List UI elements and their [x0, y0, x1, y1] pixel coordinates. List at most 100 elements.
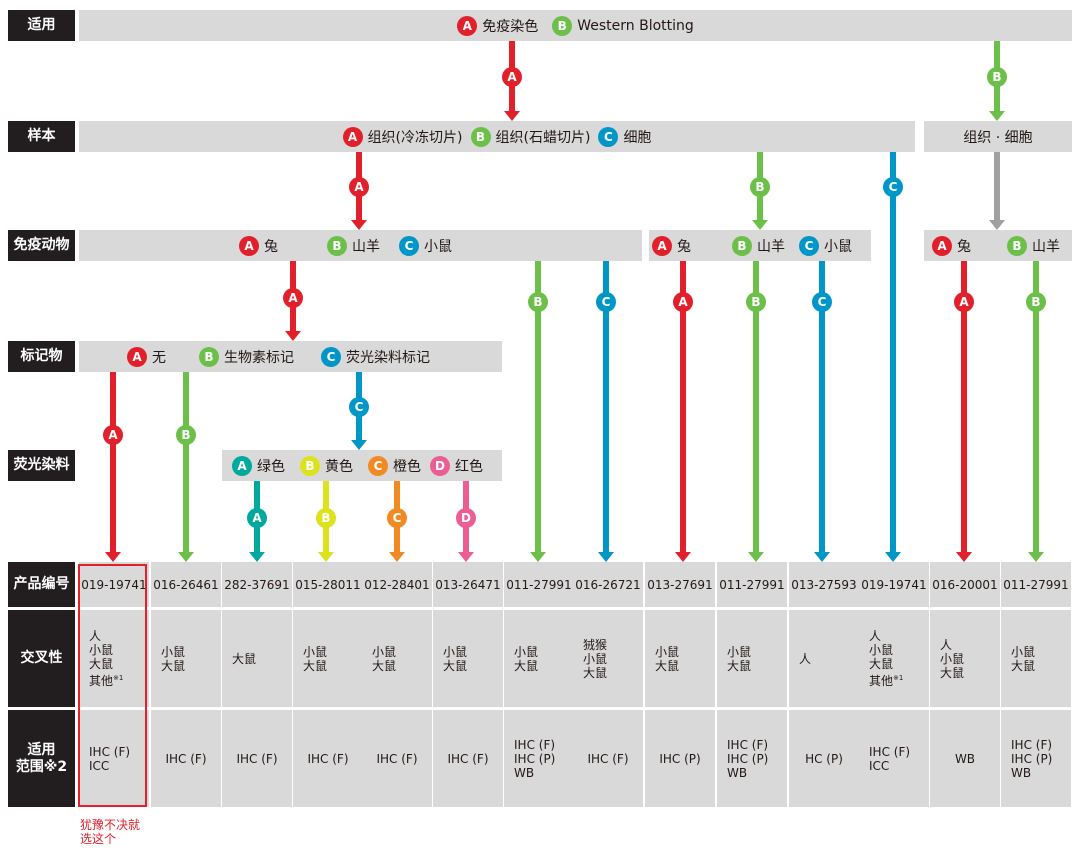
option-label: 小鼠 [424, 238, 452, 255]
flow-arrow-line [819, 261, 825, 554]
cross-reactivity-text: 小鼠 大鼠 [161, 644, 186, 673]
badge-a-icon: A [247, 508, 267, 528]
application-range-text: IHC (F) IHC (P) WB [514, 737, 556, 780]
applicable-bar: A 免疫染色 B Western Blotting [79, 10, 1072, 41]
application-range-cell: IHC (F) [293, 710, 363, 807]
cross-reactivity-text: 小鼠 大鼠 [303, 644, 328, 673]
application-range-text: IHC (F) IHC (P) WB [727, 737, 769, 780]
product-code: 011-27991 [504, 562, 574, 607]
application-range-cell: IHC (F) IHC (P) WB [504, 710, 574, 807]
application-range-text: IHC (P) [659, 751, 701, 766]
arrow-head-icon [105, 552, 121, 562]
badge-b-icon: B [732, 235, 752, 256]
sample-option-a: A 组织(冷冻切片) [342, 126, 463, 147]
sample-option-c: C 细胞 [598, 126, 652, 147]
row-label-product: 产品编号 [8, 562, 75, 607]
row-label-marker: 标记物 [8, 341, 75, 372]
badge-a-icon: A [457, 15, 478, 36]
option-label: 红色 [455, 458, 483, 475]
cross-reactivity-text: 小鼠 大鼠 [372, 644, 397, 673]
badge-a-icon: A [932, 235, 952, 256]
option-label: 细胞 [623, 129, 652, 146]
option-label: 兔 [957, 238, 971, 255]
badge-a-icon: A [103, 425, 123, 445]
badge-d-icon: D [456, 508, 476, 528]
cross-reactivity-cell: 小鼠 大鼠 [717, 610, 787, 707]
badge-b-icon: B [750, 177, 770, 197]
row-label-cross: 交叉性 [8, 610, 75, 707]
dye-option-orange: C 橙色 [368, 455, 421, 476]
badge-c-icon: C [349, 397, 369, 417]
host1-option-b: B 山羊 [327, 235, 380, 256]
application-range-text: IHC (F) ICC [869, 744, 911, 773]
cross-reactivity-text: 小鼠 大鼠 [443, 644, 468, 673]
option-label: 组织(冷冻切片) [367, 129, 463, 146]
badge-c-icon: C [368, 455, 388, 476]
application-range-text: IHC (F) [165, 751, 207, 766]
badge-b-icon: B [528, 292, 548, 312]
flow-arrow-line [110, 372, 116, 554]
badge-b-icon: B [987, 67, 1007, 87]
cross-reactivity-cell: 大鼠 [222, 610, 292, 707]
product-code: 011-27991 [1001, 562, 1071, 607]
cross-reactivity-text: 人 小鼠 大鼠 其他※1 [89, 629, 124, 688]
cross-reactivity-cell: 小鼠 大鼠 [1001, 610, 1071, 707]
flow-arrow-line [994, 152, 1000, 222]
cross-reactivity-text: 大鼠 [232, 651, 257, 666]
row-label-range: 适用 范围※2 [8, 710, 75, 807]
option-label: 小鼠 [824, 238, 852, 255]
product-code: 019-19741 [859, 562, 929, 607]
cross-reactivity-cell: 小鼠 大鼠 [504, 610, 574, 707]
application-range-cell: IHC (F) [362, 710, 432, 807]
row-label-host: 免疫动物 [8, 230, 75, 261]
option-label: Western Blotting [577, 17, 694, 34]
badge-c-icon: C [812, 292, 832, 312]
application-range-cell: IHC (F) IHC (P) WB [717, 710, 787, 807]
application-range-text: IHC (F) [376, 751, 418, 766]
dye-option-yellow: B 黄色 [300, 455, 353, 476]
arrow-head-icon [989, 220, 1005, 230]
application-range-cell: WB [930, 710, 1000, 807]
badge-a-icon: A [283, 288, 303, 308]
cross-reactivity-cell: 人 [789, 610, 859, 707]
flow-arrow-line [753, 261, 759, 554]
cross-reactivity-text: 小鼠 大鼠 [727, 644, 752, 673]
application-range-text: IHC (F) [587, 751, 629, 766]
cross-reactivity-cell: 小鼠 大鼠 [151, 610, 221, 707]
badge-b-icon: B [1007, 235, 1027, 256]
option-label: 兔 [264, 238, 278, 255]
application-range-text: IHC (F) [236, 751, 278, 766]
option-label: 山羊 [352, 238, 380, 255]
flow-arrow-line [183, 372, 189, 554]
arrow-head-icon [675, 552, 691, 562]
application-range-cell: IHC (P) [645, 710, 715, 807]
product-code: 015-28011 [293, 562, 363, 607]
dye-bar: A 绿色 B 黄色 C 橙色 D 红色 [222, 450, 502, 481]
option-label: 绿色 [257, 458, 285, 475]
arrow-head-icon [956, 552, 972, 562]
application-range-text: IHC (F) [447, 751, 489, 766]
option-label: 组织(石蜡切片) [495, 129, 591, 146]
cross-reactivity-cell: 小鼠 大鼠 [433, 610, 503, 707]
cross-reactivity-text: 狨猴 小鼠 大鼠 [583, 637, 608, 680]
product-code: 011-27991 [717, 562, 787, 607]
flow-arrow-line [603, 261, 609, 554]
marker-option-c: C 荧光染料标记 [321, 346, 430, 367]
badge-b-icon: B [1026, 292, 1046, 312]
badge-d-icon: D [430, 455, 450, 476]
badge-a-icon: A [127, 346, 147, 367]
arrow-head-icon [389, 552, 405, 562]
product-code: 282-37691 [222, 562, 292, 607]
arrow-head-icon [249, 552, 265, 562]
application-range-text: IHC (F) IHC (P) WB [1011, 737, 1053, 780]
cross-reactivity-cell: 人 小鼠 大鼠 其他※1 [859, 610, 929, 707]
host1-option-c: C 小鼠 [399, 235, 452, 256]
arrow-head-icon [885, 552, 901, 562]
application-range-text: IHC (F) ICC [89, 744, 131, 773]
badge-b-icon: B [746, 292, 766, 312]
row-label-dye: 荧光染料 [8, 450, 75, 481]
badge-a-icon: A [954, 292, 974, 312]
